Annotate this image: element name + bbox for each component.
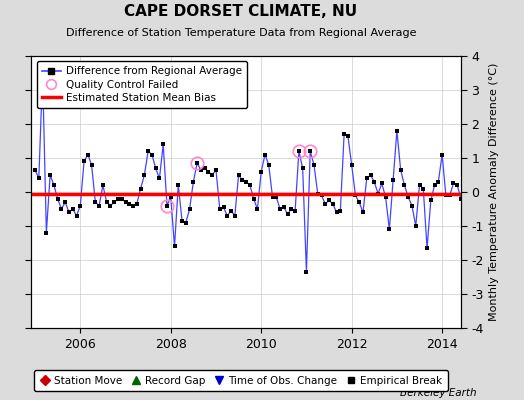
Y-axis label: Monthly Temperature Anomaly Difference (°C): Monthly Temperature Anomaly Difference (… — [489, 63, 499, 321]
Text: Berkeley Earth: Berkeley Earth — [400, 388, 477, 398]
Legend: Difference from Regional Average, Quality Control Failed, Estimated Station Mean: Difference from Regional Average, Qualit… — [37, 61, 247, 108]
Text: Difference of Station Temperature Data from Regional Average: Difference of Station Temperature Data f… — [66, 28, 416, 38]
Legend: Station Move, Record Gap, Time of Obs. Change, Empirical Break: Station Move, Record Gap, Time of Obs. C… — [34, 370, 448, 391]
Text: CAPE DORSET CLIMATE, NU: CAPE DORSET CLIMATE, NU — [125, 4, 357, 19]
